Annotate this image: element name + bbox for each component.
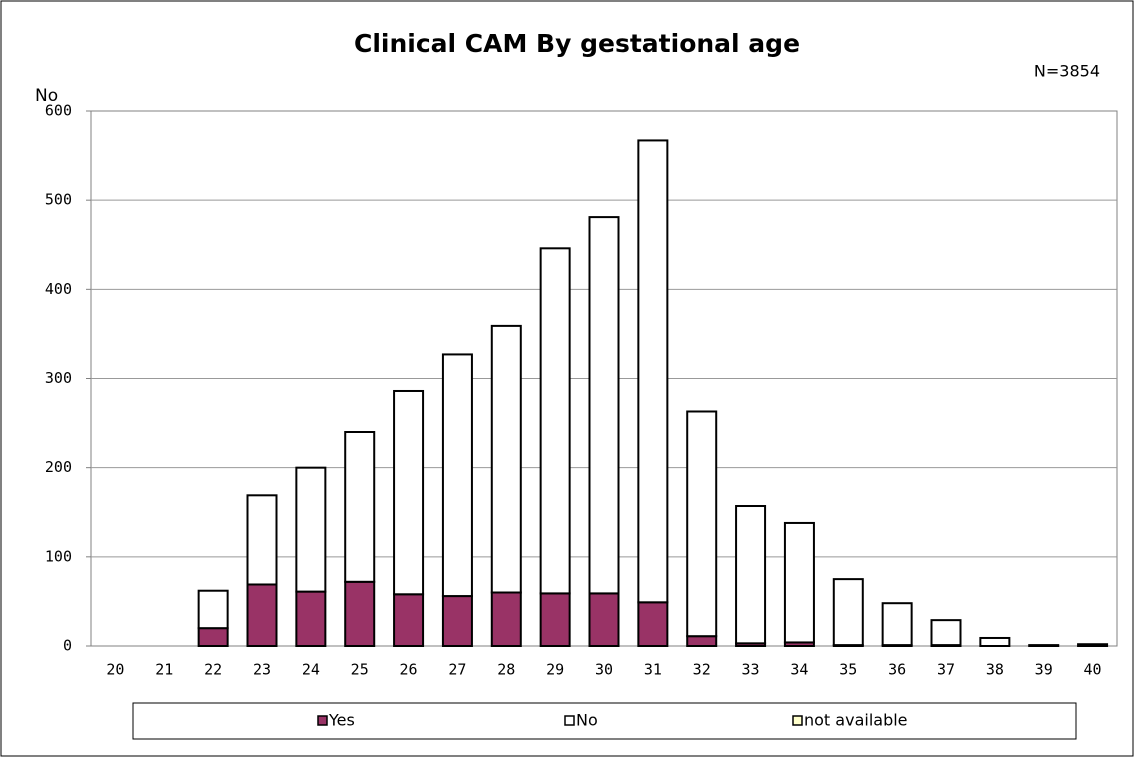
bar-segment xyxy=(783,521,815,644)
x-tick-label: 25 xyxy=(351,661,369,679)
bar-segment xyxy=(588,592,620,647)
x-tick-label: 26 xyxy=(400,661,418,679)
bar-segment xyxy=(441,353,473,598)
bar-segment xyxy=(490,324,522,594)
x-tick-label: 28 xyxy=(497,661,515,679)
y-tick-label: 300 xyxy=(45,369,72,387)
bar-segment xyxy=(246,494,278,586)
bar-segment xyxy=(539,592,571,647)
legend-swatch xyxy=(564,715,575,726)
bar-segment xyxy=(539,247,571,595)
x-tick-label: 40 xyxy=(1084,661,1102,679)
y-tick-label: 100 xyxy=(45,547,72,565)
x-tick-label: 23 xyxy=(253,661,271,679)
x-tick-label: 38 xyxy=(986,661,1004,679)
bar-segment xyxy=(393,593,425,647)
bar-segment xyxy=(588,216,620,595)
x-tick-label: 32 xyxy=(693,661,711,679)
bar-segment xyxy=(735,505,767,645)
legend-swatch xyxy=(792,715,803,726)
x-tick-label: 35 xyxy=(839,661,857,679)
y-tick-label: 200 xyxy=(45,458,72,476)
bar-segment xyxy=(344,431,376,583)
x-tick-label: 36 xyxy=(888,661,906,679)
bar-segment xyxy=(979,636,1011,647)
bar-segment xyxy=(393,389,425,596)
y-tick-label: 600 xyxy=(45,102,72,120)
legend xyxy=(132,702,1077,740)
bar-segment xyxy=(246,583,278,647)
bar-segment xyxy=(832,578,864,647)
bar-segment xyxy=(197,627,229,648)
x-tick-label: 33 xyxy=(742,661,760,679)
x-tick-label: 34 xyxy=(790,661,808,679)
bar-segment xyxy=(881,602,913,647)
bar-segment xyxy=(637,601,669,648)
bar-segment xyxy=(686,635,718,647)
x-tick-label: 31 xyxy=(644,661,662,679)
legend-label: Yes xyxy=(328,711,355,730)
x-tick-label: 30 xyxy=(595,661,613,679)
x-tick-label: 29 xyxy=(546,661,564,679)
bar-segment xyxy=(295,590,327,648)
bar-segment xyxy=(197,589,229,630)
y-tick-label: 500 xyxy=(45,191,72,209)
x-tick-label: 37 xyxy=(937,661,955,679)
x-tick-label: 20 xyxy=(106,661,124,679)
x-tick-label: 21 xyxy=(155,661,173,679)
chart-title: Clinical CAM By gestational age xyxy=(354,29,800,58)
bar-segment xyxy=(441,595,473,647)
bar-segment xyxy=(1028,644,1060,648)
bar-segment xyxy=(295,466,327,593)
bar-segment xyxy=(930,619,962,647)
y-axis-label: No xyxy=(35,86,58,106)
bar-segment xyxy=(344,580,376,647)
legend-label: not available xyxy=(804,711,908,730)
y-tick-label: 400 xyxy=(45,280,72,298)
x-tick-label: 22 xyxy=(204,661,222,679)
x-tick-label: 39 xyxy=(1035,661,1053,679)
bar-segment xyxy=(1077,643,1109,648)
legend-swatch xyxy=(317,715,328,726)
legend-label: No xyxy=(576,711,598,730)
annotation: N=3854 xyxy=(1034,62,1100,81)
bar-segment xyxy=(490,591,522,647)
x-tick-label: 27 xyxy=(448,661,466,679)
bar-segment xyxy=(686,410,718,638)
y-tick-label: 0 xyxy=(63,637,72,655)
bar-segment xyxy=(637,139,669,604)
x-tick-label: 24 xyxy=(302,661,320,679)
